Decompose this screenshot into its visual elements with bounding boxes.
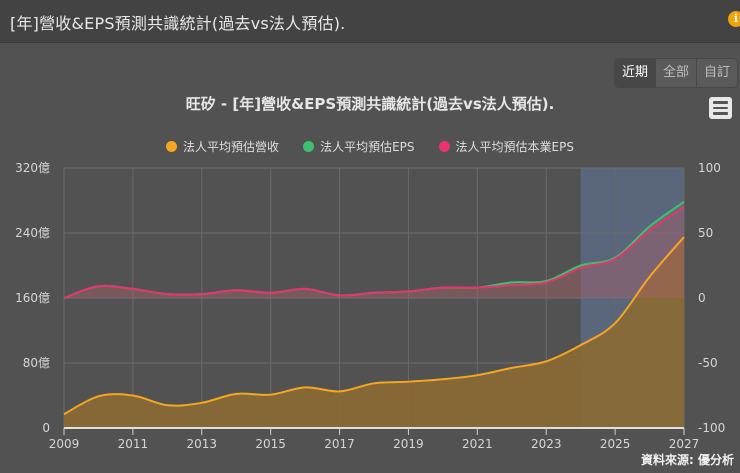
legend-item-eps[interactable]: 法人平均預估EPS [303, 138, 415, 155]
right-axis-label: 50 [698, 226, 713, 240]
x-tick-label: 2027 [669, 437, 700, 451]
range-button-recent[interactable]: 近期 [615, 59, 656, 87]
revenue-series-line[interactable] [63, 236, 685, 416]
legend-label: 法人平均預估營收 [183, 140, 280, 154]
core-eps-series-line[interactable] [63, 206, 685, 299]
x-tick-label: 2017 [324, 437, 355, 451]
window-header: [年]營收&EPS預測共識統計(過去vs法人預估). i [0, 0, 740, 43]
revenue-series-area [64, 237, 684, 428]
right-axis-label: 0 [698, 291, 706, 305]
right-axis-label: -100 [698, 421, 725, 435]
legend-label: 法人平均預估本業EPS [455, 140, 574, 154]
left-axis-label: 240億 [15, 226, 50, 240]
legend-label: 法人平均預估EPS [320, 140, 415, 154]
x-tick-label: 2025 [600, 437, 631, 451]
legend-item-revenue[interactable]: 法人平均預估營收 [166, 138, 279, 155]
range-button-custom[interactable]: 自訂 [696, 59, 737, 87]
legend-dot-icon [166, 141, 178, 152]
range-selector: 近期 全部 自訂 [614, 58, 739, 88]
legend-item-core-eps[interactable]: 法人平均預估本業EPS [438, 138, 574, 155]
right-axis-label: 100 [698, 161, 721, 175]
range-button-all[interactable]: 全部 [655, 59, 696, 87]
hamburger-menu-icon[interactable] [709, 97, 732, 119]
legend-dot-icon [438, 141, 450, 152]
x-tick-label: 2013 [187, 437, 218, 451]
chart-legend: 法人平均預估營收 法人平均預估EPS 法人平均預估本業EPS [0, 138, 740, 155]
data-source-label: 資料來源: 優分析 [641, 453, 734, 467]
left-axis-label: 320億 [15, 161, 50, 175]
x-tick-label: 2023 [531, 437, 562, 451]
legend-dot-icon [303, 141, 315, 152]
x-tick-label: 2011 [118, 437, 149, 451]
left-axis-label: 160億 [15, 291, 50, 305]
info-icon[interactable]: i [728, 11, 740, 27]
chart-title: 旺矽 - [年]營收&EPS預測共識統計(過去vs法人預估). [185, 95, 555, 113]
x-tick-label: 2015 [255, 437, 286, 451]
left-axis-label: 0 [42, 421, 50, 435]
left-axis-label: 80億 [23, 356, 50, 370]
x-tick-label: 2009 [49, 437, 80, 451]
right-axis-label: -50 [698, 356, 718, 370]
x-tick-label: 2021 [462, 437, 493, 451]
x-tick-label: 2019 [393, 437, 424, 451]
window-title: [年]營收&EPS預測共識統計(過去vs法人預估). [10, 14, 346, 33]
